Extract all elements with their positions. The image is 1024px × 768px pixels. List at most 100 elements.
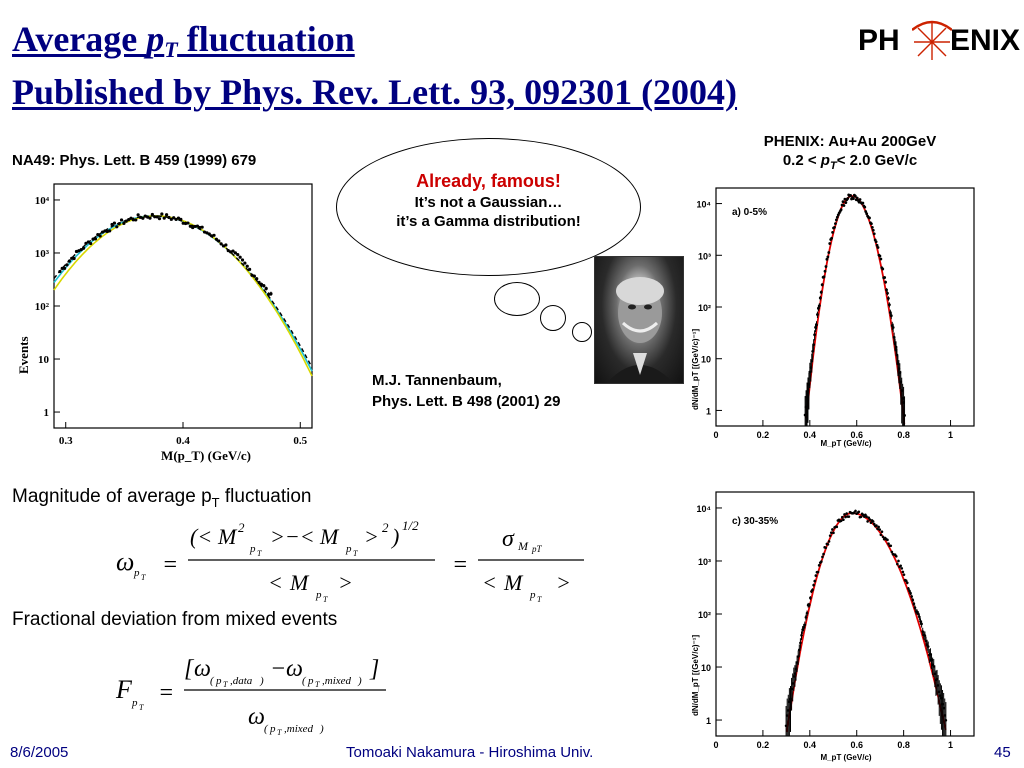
na49-xtick-label: 0.4: [176, 435, 190, 447]
phenix-midcentral-data-point: [887, 542, 890, 545]
na49-data-point: [148, 216, 152, 220]
na49-data-point: [188, 224, 192, 228]
na49-data-point: [191, 225, 195, 230]
phenix-central-data-point: [819, 290, 823, 294]
phenix-midcentral-data-point: [878, 528, 882, 531]
phenix-midcentral-data-point: [886, 538, 889, 542]
phenix-central-xlabel: M_pT (GeV/c): [820, 439, 871, 448]
phenix-central-data-point: [833, 225, 836, 229]
svg-text:2: 2: [238, 520, 245, 535]
phenix-midcentral-data-point: [816, 570, 820, 574]
svg-text:p: p: [315, 589, 322, 601]
phenix-central-data-point: [855, 196, 859, 200]
na49-data-point: [207, 232, 211, 236]
svg-text:pT: pT: [531, 544, 543, 554]
svg-text:ω: ω: [194, 656, 211, 682]
phenix-midcentral-data-point: [811, 588, 814, 592]
na49-ytick-label: 10⁴: [35, 195, 50, 207]
svg-text:p: p: [131, 697, 138, 709]
na49-data-point: [119, 218, 124, 222]
magnitude-main: Magnitude of average p: [12, 486, 212, 507]
svg-text:M: M: [517, 539, 529, 553]
na49-data-point: [233, 251, 237, 255]
phenix-midcentral-data-point: [847, 515, 851, 518]
svg-text:ω: ω: [116, 547, 134, 576]
magnitude-sub: T: [211, 494, 220, 510]
phenix-central-data-point: [815, 323, 818, 327]
na49-ylabel: Events: [16, 336, 31, 374]
svg-text:M: M: [503, 570, 524, 595]
svg-text:<: <: [268, 570, 283, 595]
tannenbaum-photo: [594, 256, 684, 384]
na49-data-point: [195, 224, 200, 228]
phenix-midcentral-ytick-label: 1: [706, 716, 711, 726]
phenix-central-data-point: [874, 240, 878, 244]
svg-text:]: ]: [369, 656, 379, 682]
title-line-2: Published by Phys. Rev. Lett. 93, 092301…: [12, 72, 738, 112]
phenix-central-data-point: [813, 333, 816, 337]
phenix-central-data-point: [883, 276, 887, 279]
phenix-midcentral-data-point: [880, 530, 884, 533]
na49-chart: Events M(p_T) (GeV/c) 0.3 0.4 0.5 1 10 10² 10³…: [16, 183, 313, 463]
svg-text:T: T: [141, 573, 146, 582]
footer-author: Tomoaki Nakamura - Hiroshima Univ.: [346, 744, 594, 761]
phenix-midcentral-data-point: [842, 518, 845, 522]
phenix-central-data-point: [871, 228, 875, 232]
svg-text:): ): [259, 675, 264, 687]
na49-data-point: [240, 258, 245, 262]
svg-text:T: T: [223, 680, 228, 689]
phenix-central-data-point: [881, 267, 885, 271]
phenix-central-data-point: [887, 297, 890, 300]
phenix-central-data-point: [894, 345, 898, 349]
phenix-midcentral-data-point: [799, 641, 802, 645]
phenix-central-data-point: [824, 265, 828, 268]
na49-data-point: [136, 213, 140, 217]
phenix-midcentral-data-point: [812, 583, 815, 587]
phenix-midcentral-data-point: [817, 564, 821, 567]
phenix-midcentral-data-point: [840, 515, 844, 519]
phenix-central-ytick-label: 10⁴: [697, 200, 711, 210]
phenix-central-data-point: [870, 222, 873, 226]
mj-citation-line-1: M.J. Tannenbaum,: [372, 372, 502, 389]
phenix-midcentral-data-point: [814, 574, 818, 577]
pt-var: p: [820, 152, 830, 169]
phenix-midcentral-data-point: [827, 540, 831, 543]
na49-data-point: [212, 233, 216, 237]
phenix-central-data-point: [863, 205, 867, 209]
phenix-central-data-point: [830, 236, 834, 240]
svg-text:p: p: [269, 723, 276, 735]
na49-data-point: [252, 274, 256, 278]
phenix-central-data-point: [903, 414, 906, 417]
phenix-midcentral-xtick-label: 0: [713, 740, 718, 750]
phenix-central-data-point: [841, 200, 845, 204]
svg-text:=: =: [452, 552, 468, 578]
na49-data-point: [269, 292, 273, 296]
phenix-central-xtick-label: 1: [948, 430, 953, 440]
svg-text:=: =: [158, 680, 174, 706]
phenix-midcentral-data-point: [902, 573, 906, 576]
svg-text:=: =: [162, 552, 178, 578]
na49-data-point: [238, 255, 242, 259]
phenix-midcentral-data-point: [807, 603, 811, 607]
phenix-central-xtick-label: 0.8: [897, 430, 910, 440]
svg-text:,data: ,data: [230, 675, 253, 687]
na49-data-point: [164, 213, 169, 217]
title-subscript: T: [164, 37, 178, 62]
phenix-central-ytick-label: 1: [706, 406, 711, 416]
phenix-central-data-point: [849, 193, 852, 197]
svg-text:,mixed: ,mixed: [284, 723, 314, 735]
phenix-central-data-point: [864, 210, 868, 213]
phenix-central-data-point: [887, 303, 891, 307]
svg-text:1/2: 1/2: [402, 518, 419, 533]
phenix-midcentral-data-point: [890, 550, 894, 554]
svg-text:T: T: [537, 595, 542, 604]
na49-data-point: [84, 241, 88, 245]
phenix-central-data-point: [878, 254, 882, 258]
pt-range-suffix: < 2.0 GeV/c: [836, 152, 918, 169]
phenix-midcentral-data-point: [899, 564, 902, 568]
bubble-line-3: it’s a Gamma distribution!: [396, 213, 581, 230]
slide-title: Average pT fluctuation Published by Phys…: [12, 18, 737, 113]
svg-text:): ): [357, 675, 362, 687]
